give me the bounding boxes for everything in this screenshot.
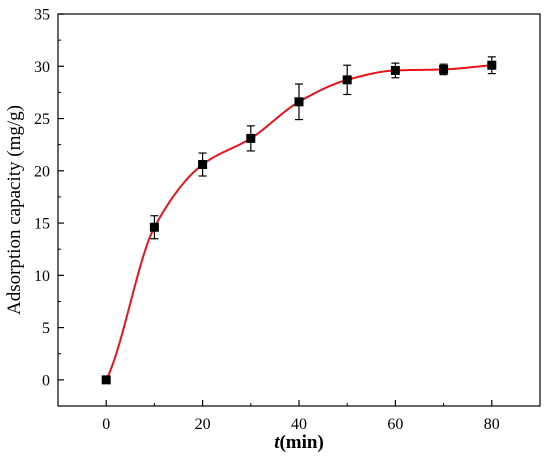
y-tick-label: 5 bbox=[42, 320, 50, 337]
x-tick-label: 20 bbox=[195, 416, 211, 433]
y-tick-label: 15 bbox=[34, 216, 50, 233]
plot-frame bbox=[57, 13, 541, 407]
x-tick-label: 60 bbox=[387, 416, 403, 433]
y-tick-label: 10 bbox=[34, 268, 50, 285]
y-tick-label: 35 bbox=[34, 7, 50, 24]
data-point bbox=[439, 64, 449, 74]
data-point bbox=[342, 75, 352, 85]
x-tick-label: 40 bbox=[291, 416, 307, 433]
y-tick-label: 25 bbox=[34, 111, 50, 128]
y-tick-label: 30 bbox=[34, 59, 50, 76]
y-axis-label: Adsorption capacity (mg/g) bbox=[4, 105, 25, 315]
x-tick-label: 0 bbox=[102, 416, 110, 433]
data-point bbox=[101, 375, 111, 385]
data-point bbox=[487, 60, 497, 70]
data-point bbox=[390, 65, 400, 75]
y-tick-label: 0 bbox=[42, 372, 50, 389]
data-point bbox=[246, 133, 256, 143]
x-tick-label: 80 bbox=[484, 416, 500, 433]
x-axis-label: t(min) bbox=[274, 432, 324, 453]
y-tick-label: 20 bbox=[34, 163, 50, 180]
data-point bbox=[294, 97, 304, 107]
data-point bbox=[198, 160, 208, 170]
data-point bbox=[149, 222, 159, 232]
